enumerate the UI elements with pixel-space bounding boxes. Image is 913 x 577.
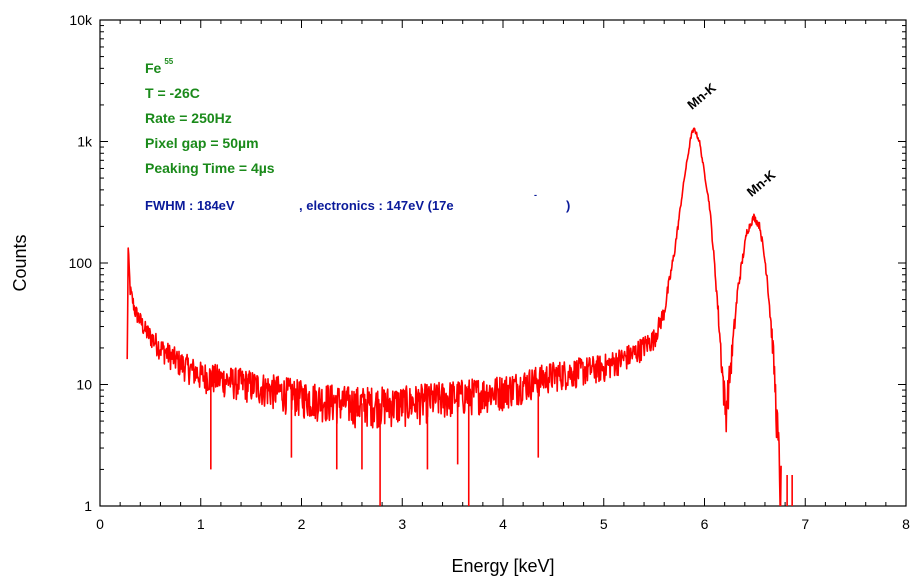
- annotation-source-sup: 55: [164, 57, 173, 66]
- annotation-fwhm-sup: -: [534, 190, 537, 200]
- peak-label-mn-k-alpha: Mn-K: [684, 80, 719, 113]
- y-tick-label: 1: [84, 498, 92, 514]
- x-tick-label: 2: [298, 516, 306, 532]
- x-axis-ticks: [99, 20, 907, 506]
- annotation-source-text: Fe: [145, 60, 162, 76]
- peak-label-mn-k-beta: Mn-K: [744, 167, 779, 200]
- x-tick-label: 1: [197, 516, 205, 532]
- y-axis-tick-labels: 1 10 100 1k 10k: [69, 12, 93, 514]
- annotation-fwhm-total: FWHM : 184eV: [145, 198, 235, 213]
- annotation-fwhm-electronics: , electronics : 147eV (17e: [299, 198, 454, 213]
- x-tick-label: 3: [398, 516, 406, 532]
- y-tick-label: 10: [76, 377, 92, 393]
- spectrum-dropouts: [210, 376, 793, 506]
- annotation-rate: Rate = 250Hz: [145, 110, 232, 126]
- spectrum-series-line: [126, 127, 782, 506]
- x-axis-tick-labels: 0 1 2 3 4 5 6 7 8: [96, 516, 910, 532]
- annotation-pixel-gap: Pixel gap = 50µm: [145, 135, 259, 151]
- annotation-source: Fe 55: [145, 57, 174, 76]
- y-axis-title: Counts: [10, 234, 30, 291]
- y-tick-label: 1k: [77, 134, 93, 150]
- annotation-temperature: T = -26C: [145, 85, 200, 101]
- plot-frame: [99, 19, 907, 507]
- x-tick-label: 0: [96, 516, 104, 532]
- x-tick-label: 8: [902, 516, 910, 532]
- annotation-fwhm-close: ): [566, 198, 570, 213]
- y-tick-label: 100: [69, 255, 93, 271]
- y-axis-ticks: [100, 19, 906, 507]
- x-tick-label: 5: [600, 516, 608, 532]
- x-tick-label: 7: [801, 516, 809, 532]
- x-axis-title: Energy [keV]: [451, 556, 554, 576]
- y-tick-label: 10k: [69, 12, 93, 28]
- x-tick-label: 6: [701, 516, 709, 532]
- annotation-peaking-time: Peaking Time = 4µs: [145, 160, 275, 176]
- x-tick-label: 4: [499, 516, 507, 532]
